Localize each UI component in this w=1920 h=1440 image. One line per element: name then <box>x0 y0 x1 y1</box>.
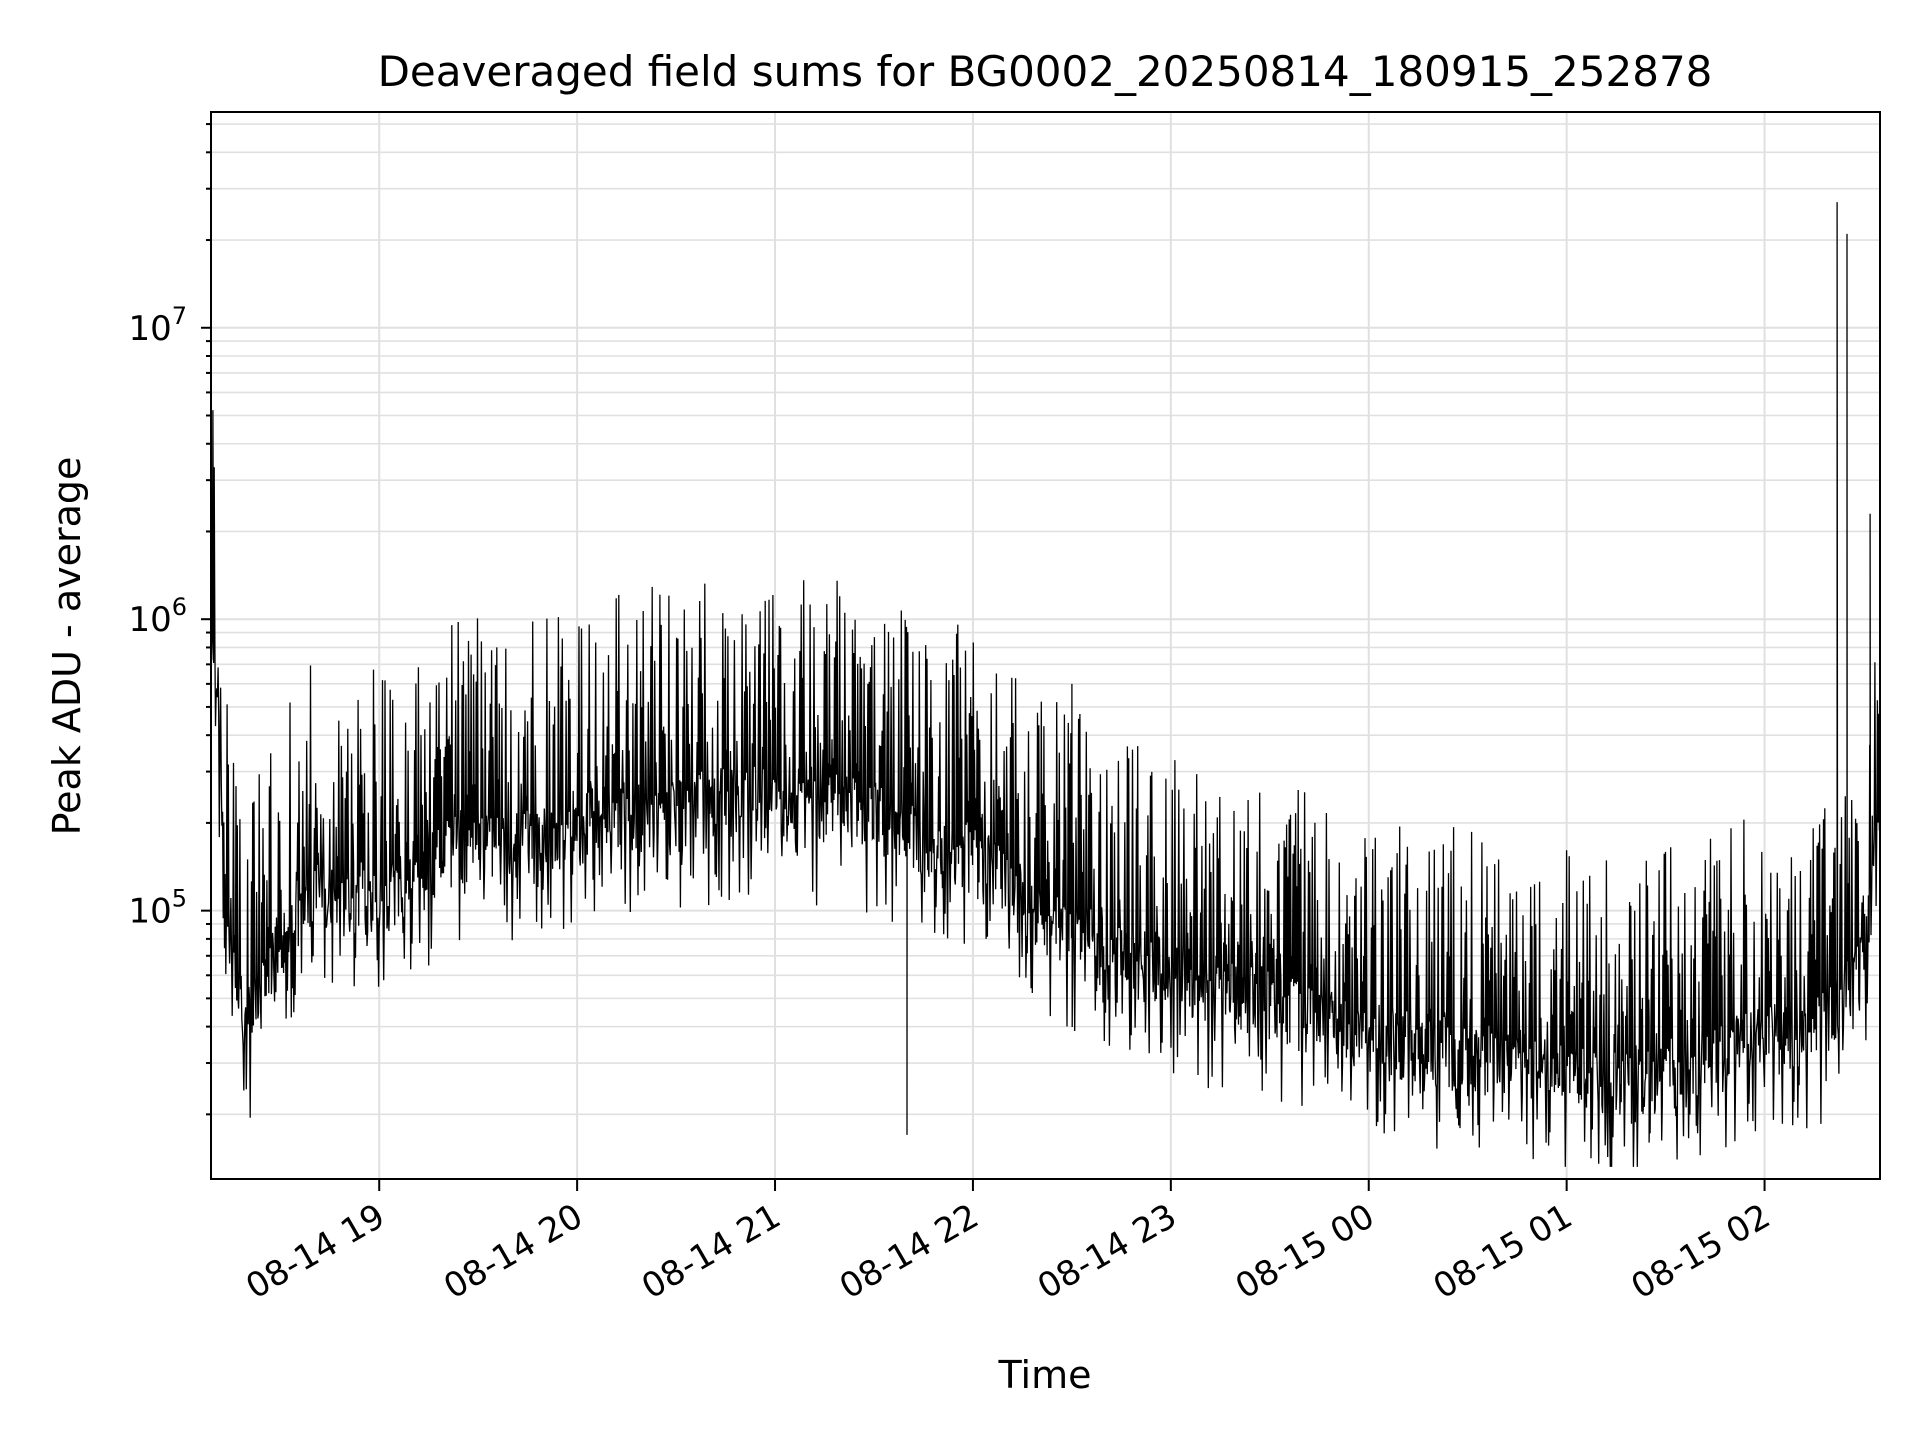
x-axis-label: Time <box>998 1353 1092 1397</box>
data-layer <box>210 202 1881 1167</box>
chart-title: Deaveraged field sums for BG0002_2025081… <box>378 47 1713 96</box>
data-line <box>210 202 1881 1167</box>
y-tick-label: 106 <box>128 593 187 640</box>
plot-frame <box>210 111 1881 1180</box>
y-axis-label: Peak ADU - average <box>45 457 89 836</box>
y-tick-label: 107 <box>128 302 187 349</box>
y-tick-label: 105 <box>128 885 187 932</box>
y-axis: 105 106 107 <box>128 123 211 1116</box>
